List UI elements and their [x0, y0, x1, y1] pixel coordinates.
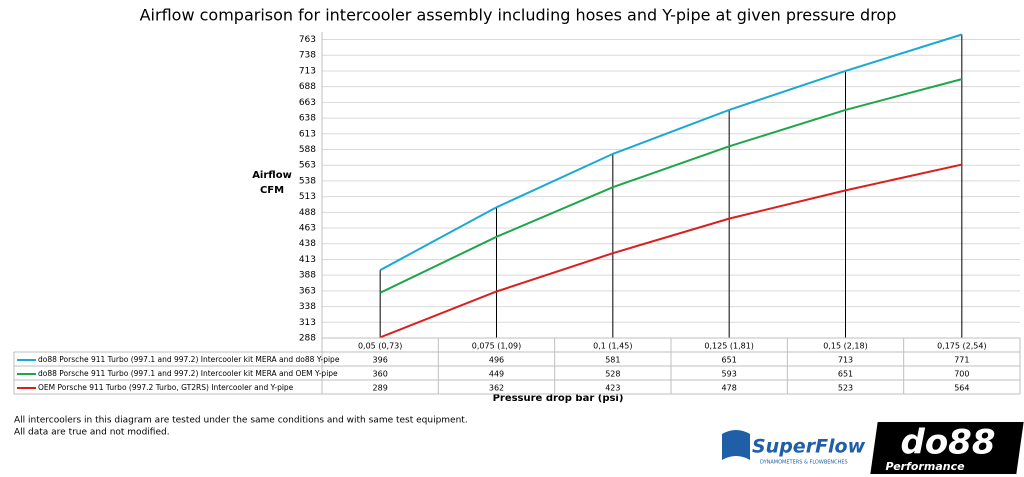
x-tick-label: 0,175 (2,54) — [937, 342, 987, 351]
table-value: 593 — [722, 370, 737, 379]
y-tick-label: 663 — [299, 98, 316, 108]
superflow-logo: SuperFlow DYNAMOMETERS & FLOWBENCHES — [722, 430, 866, 466]
logo-subtext: DYNAMOMETERS & FLOWBENCHES — [760, 460, 848, 466]
note: All intercoolers in this diagram are tes… — [14, 416, 468, 426]
logo-text: do88 — [900, 423, 995, 463]
y-tick-label: 763 — [299, 35, 316, 45]
x-tick-label: 0,1 (1,45) — [593, 342, 632, 351]
logo-icon — [722, 430, 750, 460]
y-tick-label: 613 — [299, 129, 316, 139]
logo-subtext: Performance — [885, 460, 965, 473]
table-value: 651 — [838, 370, 853, 379]
y-tick-label: 463 — [299, 224, 316, 234]
series-line — [379, 33, 963, 272]
y-tick-label: 363 — [299, 286, 316, 296]
table-value: 523 — [838, 384, 853, 393]
table-value: 362 — [489, 384, 504, 393]
x-axis-label: Pressure drop bar (psi) — [493, 393, 624, 404]
table-value: 423 — [605, 384, 620, 393]
table-value: 289 — [373, 384, 388, 393]
y-tick-label: 638 — [299, 114, 316, 124]
table-value: 496 — [489, 356, 504, 365]
legend-label: OEM Porsche 911 Turbo (997.2 Turbo, GT2R… — [38, 383, 294, 392]
x-tick-label: 0,125 (1,81) — [704, 342, 754, 351]
series-line — [379, 78, 963, 294]
logo-text: SuperFlow — [752, 436, 866, 458]
table-value: 478 — [722, 384, 737, 393]
table-value: 360 — [373, 370, 388, 379]
y-tick-label: 588 — [299, 145, 316, 155]
chart-title: Airflow comparison for intercooler assem… — [140, 6, 897, 25]
y-tick-label: 538 — [299, 176, 316, 186]
y-tick-label: 513 — [299, 192, 316, 202]
table-value: 651 — [722, 356, 737, 365]
table-value: 700 — [954, 370, 969, 379]
table-value: 581 — [605, 356, 620, 365]
table-value: 713 — [838, 356, 853, 365]
table-value: 564 — [954, 384, 969, 393]
note: All data are true and not modified. — [14, 428, 170, 438]
legend-label: do88 Porsche 911 Turbo (997.1 and 997.2)… — [38, 369, 338, 378]
y-tick-label: 713 — [299, 66, 316, 76]
x-tick-label: 0,05 (0,73) — [358, 342, 402, 351]
table-value: 449 — [489, 370, 504, 379]
y-axis-label: Airflow CFM — [252, 170, 292, 196]
legend-label: do88 Porsche 911 Turbo (997.1 and 997.2)… — [38, 355, 340, 364]
y-tick-label: 313 — [299, 318, 316, 328]
x-tick-label: 0,15 (2,18) — [823, 342, 867, 351]
table-value: 771 — [954, 356, 969, 365]
y-tick-label: 488 — [299, 208, 316, 218]
y-tick-label: 438 — [299, 239, 316, 249]
y-tick-label: 288 — [299, 334, 316, 344]
y-tick-label: 688 — [299, 82, 316, 92]
table-value: 528 — [605, 370, 620, 379]
series-line — [379, 163, 963, 339]
y-tick-label: 738 — [299, 51, 316, 61]
y-tick-label: 338 — [299, 302, 316, 312]
x-tick-label: 0,075 (1,09) — [472, 342, 522, 351]
logo-bg — [870, 422, 1024, 474]
y-tick-label: 413 — [299, 255, 316, 265]
y-tick-label: 388 — [299, 271, 316, 281]
table-value: 396 — [373, 356, 388, 365]
do88-logo: do88 Performance — [870, 422, 1024, 474]
y-tick-label: 563 — [299, 161, 316, 171]
